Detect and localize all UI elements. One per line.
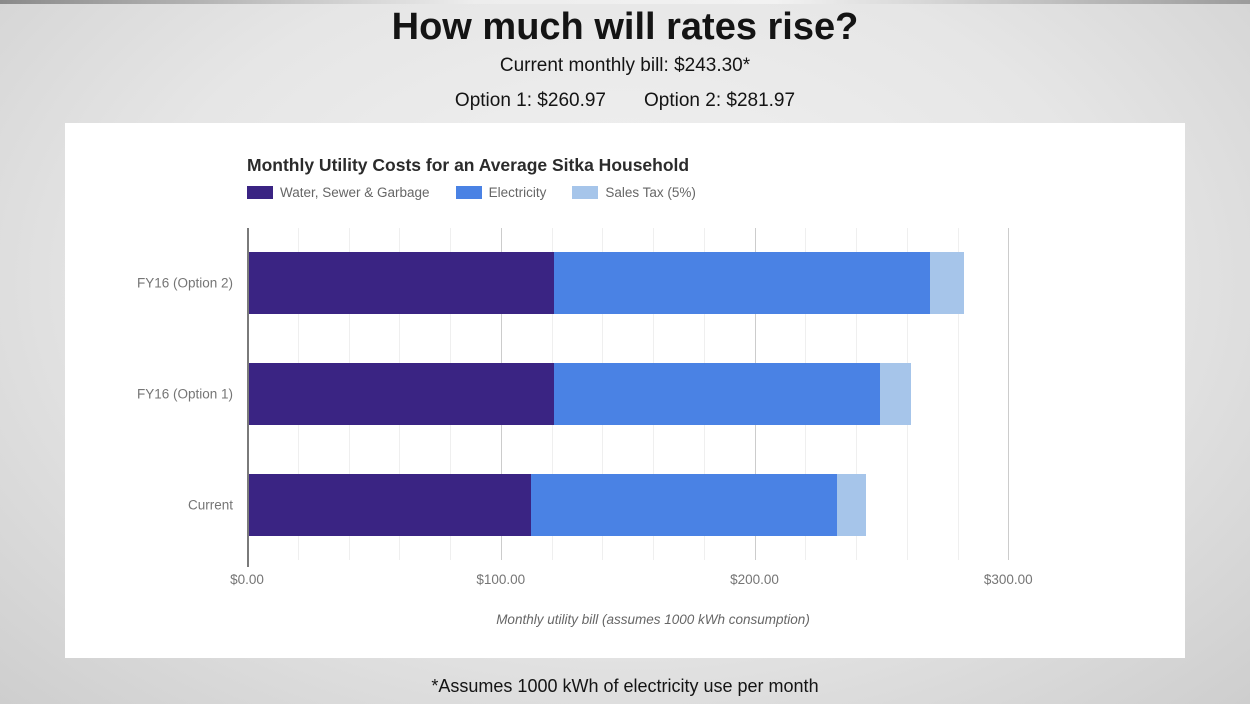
legend-item: Sales Tax (5%): [572, 185, 696, 200]
legend-swatch-icon: [455, 186, 482, 199]
chart-title: Monthly Utility Costs for an Average Sit…: [247, 155, 690, 175]
legend-item: Electricity: [455, 185, 547, 200]
legend-item: Water, Sewer & Garbage: [247, 185, 430, 200]
legend-label: Electricity: [488, 185, 547, 200]
bar-segment: [554, 362, 880, 425]
legend-swatch-icon: [572, 186, 599, 199]
option1-amount: Option 1: $260.97: [454, 90, 606, 111]
stacked-bar: [249, 473, 867, 536]
bar-segment: [249, 362, 555, 425]
bar-row: FY16 (Option 2): [137, 228, 1059, 339]
bar-segment: [531, 473, 837, 536]
bar-row: Current: [188, 449, 1059, 560]
bar-segment: [249, 473, 532, 536]
y-axis-label: Current: [187, 497, 233, 513]
stacked-bar: [249, 362, 912, 425]
plot-area: Monthly utility bill (assumes 1000 kWh c…: [137, 228, 1059, 627]
y-axis-label: FY16 (Option 2): [136, 275, 233, 291]
stacked-bar: [249, 252, 965, 315]
option2-amount: Option 2: $281.97: [644, 90, 796, 111]
x-axis-tick-label: $300.00: [983, 572, 1033, 587]
gridline: [957, 228, 959, 560]
slide-top-edge: [0, 0, 1250, 4]
x-axis-tick-label: $100.00: [476, 572, 526, 587]
x-axis-tick-label: $0.00: [230, 572, 264, 587]
bar-segment: [836, 473, 867, 536]
footnote: *Assumes 1000 kWh of electricity use per…: [431, 676, 819, 696]
x-axis-title: Monthly utility bill (assumes 1000 kWh c…: [496, 612, 810, 627]
legend-swatch-icon: [247, 186, 273, 199]
bar-segment: [879, 362, 912, 425]
slide-title: How much will rates rise?: [391, 6, 859, 48]
chart-legend: Water, Sewer & Garbage Electricity Sales T…: [247, 185, 696, 200]
gridline: [1008, 228, 1010, 560]
y-axis-line: [247, 228, 249, 567]
bar-segment: [930, 252, 965, 315]
x-axis-tick-label: $200.00: [730, 572, 779, 587]
bar-row: FY16 (Option 1): [137, 339, 1059, 450]
chart-panel: Monthly Utility Costs for an Average Sit…: [65, 123, 1185, 658]
y-axis-label: FY16 (Option 1): [136, 386, 233, 402]
options-row: Option 1: $260.97 Option 2: $281.97: [0, 90, 1250, 112]
bar-segment: [249, 252, 555, 315]
current-bill-subtitle: Current monthly bill: $243.30*: [499, 55, 751, 76]
legend-label: Sales Tax (5%): [605, 185, 696, 200]
bar-segment: [554, 252, 931, 315]
legend-label: Water, Sewer & Garbage: [280, 185, 430, 200]
